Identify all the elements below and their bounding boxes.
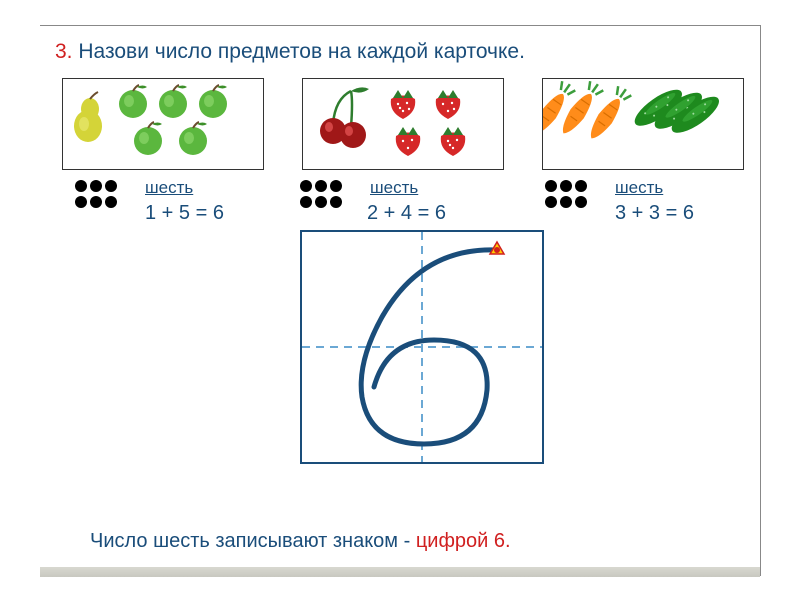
footer-prefix: Число шесть записывают знаком -: [90, 530, 416, 552]
carrots-cucumbers-icon: [543, 79, 743, 169]
equation-1: 1 + 5 = 6: [145, 202, 224, 225]
task-text: Назови число предметов на каждой карточк…: [78, 40, 525, 63]
dots-group-2: [300, 180, 342, 208]
cherries-strawberries-icon: [303, 79, 503, 169]
footer-highlight: цифрой 6.: [416, 530, 511, 552]
strawberry-group: [391, 90, 466, 156]
carrot-group: [543, 80, 632, 143]
equation-3: 3 + 3 = 6: [615, 202, 694, 225]
digit-six-drawing-icon: [302, 232, 542, 462]
dots-group-3: [545, 180, 587, 208]
word-label-3: шесть: [615, 178, 663, 198]
task-title: 3. Назови число предметов на каждой карт…: [55, 40, 525, 64]
word-label-2: шесть: [370, 178, 418, 198]
task-number: 3.: [55, 40, 73, 63]
bottom-bar: [40, 567, 760, 577]
cucumber-group: [630, 84, 724, 140]
footer-text: Число шесть записывают знаком - цифрой 6…: [90, 530, 511, 553]
word-label-1: шесть: [145, 178, 193, 198]
card-vegetables: [542, 78, 744, 170]
digit-six-box: [300, 230, 544, 464]
dots-group-1: [75, 180, 117, 208]
card-fruits-2: [302, 78, 504, 170]
equation-2: 2 + 4 = 6: [367, 202, 446, 225]
apple-group: [119, 85, 227, 155]
card-fruits-1: [62, 78, 264, 170]
fruits-pear-apples-icon: [63, 79, 263, 169]
